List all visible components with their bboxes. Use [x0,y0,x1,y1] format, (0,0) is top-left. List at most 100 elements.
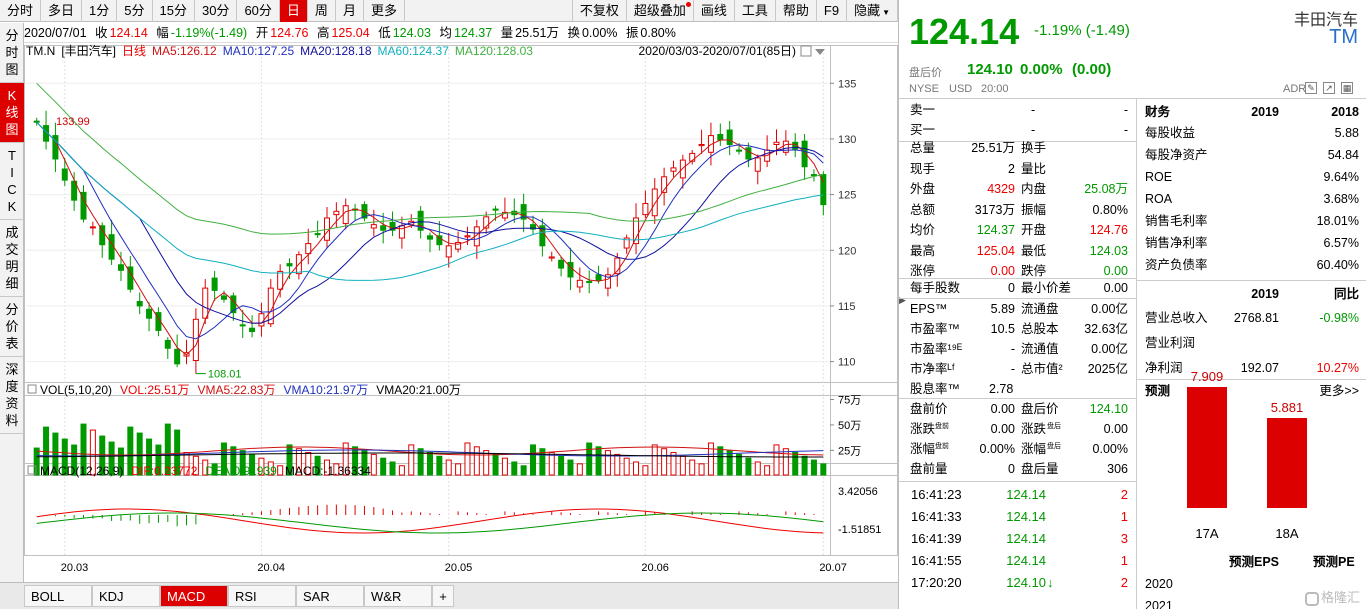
candle[interactable] [792,133,799,158]
forecast-more-link[interactable]: 更多>> [1319,384,1359,398]
candle[interactable] [71,172,78,211]
candle[interactable] [689,150,696,165]
candle[interactable] [501,197,508,222]
chevron-down-icon[interactable] [815,49,825,55]
candle[interactable] [614,252,621,287]
period-tab-9[interactable]: 月 [336,0,364,22]
vol-settings-icon[interactable] [27,384,37,394]
candle[interactable] [445,232,452,268]
candle[interactable] [464,226,471,246]
candle[interactable] [117,251,124,281]
view-tab-4[interactable]: 分价表 [0,297,24,357]
candle[interactable] [586,270,593,294]
candle[interactable] [380,212,387,244]
candle[interactable] [642,190,649,218]
indicator-tab-5[interactable]: W&R [364,585,432,607]
period-tab-3[interactable]: 5分 [117,0,153,22]
indicator-tab-3[interactable]: RSI [228,585,296,607]
view-tab-3[interactable]: 成交明细 [0,220,24,297]
candle[interactable] [754,154,761,185]
candles [33,110,827,374]
candle[interactable] [146,302,153,332]
candle[interactable] [810,169,817,182]
volume-bar [707,442,714,476]
candle[interactable] [314,220,321,239]
candle[interactable] [820,171,827,216]
candle[interactable] [89,221,96,236]
export-icon[interactable]: ↗ [1323,82,1335,94]
candle[interactable] [558,256,565,277]
candle[interactable] [436,221,443,251]
candle[interactable] [604,267,611,297]
toolbar-right-2[interactable]: 画线 [694,0,735,22]
candle[interactable] [576,267,583,293]
grid-icon[interactable]: ▦ [1341,82,1353,94]
indicator-tab-0[interactable]: BOLL [24,585,92,607]
period-tab-10[interactable]: 更多 [364,0,405,22]
candle[interactable] [679,154,686,189]
candle[interactable] [455,231,462,253]
period-tab-0[interactable]: 分时 [0,0,42,22]
candle[interactable] [249,315,256,338]
toolbar-right-6[interactable]: 隐藏 ▼ [847,0,898,22]
candle[interactable] [211,270,218,302]
view-tab-5[interactable]: 深度资料 [0,357,24,434]
candle[interactable] [417,206,424,239]
candle[interactable] [698,129,705,154]
period-tab-6[interactable]: 60分 [237,0,280,22]
stat-value: 32.63亿 [1084,322,1128,336]
stat-value: 306 [1107,462,1128,476]
candle[interactable] [548,251,555,262]
candle[interactable] [782,130,789,156]
candle[interactable] [801,134,808,180]
view-tab-0[interactable]: 分时图 [0,23,24,83]
candle[interactable] [726,120,733,156]
period-tab-4[interactable]: 15分 [153,0,195,22]
toolbar-right-4[interactable]: 帮助 [776,0,817,22]
candle-body [595,274,602,281]
period-tab-5[interactable]: 30分 [195,0,238,22]
add-indicator-button[interactable]: + [432,585,454,607]
candle[interactable] [745,142,752,168]
candle[interactable] [530,215,537,235]
candle[interactable] [174,334,181,368]
candle[interactable] [239,310,246,338]
candle[interactable] [623,234,630,254]
candle[interactable] [164,337,171,359]
period-tab-7[interactable]: 日 [279,0,308,22]
candle[interactable] [305,228,312,265]
toolbar-right-3[interactable]: 工具 [735,0,776,22]
collapse-arrow-icon[interactable]: ▶ [899,295,906,305]
kline-chart[interactable]: 135 130 125 120 115 110 TM.N [丰田汽车] 日线 MA5:126.12… [24,43,898,582]
candle[interactable] [43,110,50,150]
candle[interactable] [427,232,433,253]
edit-icon[interactable]: ✎ [1305,82,1317,94]
toolbar-right-0[interactable]: 不复权 [573,0,627,22]
candle[interactable] [333,202,340,228]
candle[interactable] [651,178,658,224]
candle[interactable] [52,122,59,173]
candle[interactable] [389,211,396,237]
period-tab-2[interactable]: 1分 [82,0,118,22]
candle[interactable] [539,218,546,257]
toolbar-right-1[interactable]: 超级叠加 [627,0,694,22]
indicator-tab-1[interactable]: KDJ [92,585,160,607]
period-tab-1[interactable]: 多日 [41,0,83,22]
candle[interactable] [61,158,68,186]
macd-settings-icon[interactable] [27,465,37,475]
indicator-tab-2[interactable]: MACD [160,585,228,607]
indicator-tab-4[interactable]: SAR [296,585,364,607]
candle[interactable] [633,203,640,255]
candle[interactable] [80,185,87,223]
candle[interactable] [202,279,209,324]
candle[interactable] [127,255,134,293]
candle[interactable] [670,160,677,178]
candle[interactable] [136,292,143,315]
settings-icon[interactable] [800,45,812,57]
toolbar-right-5[interactable]: F9 [817,0,848,22]
candle[interactable] [661,167,668,206]
candle[interactable] [99,222,106,258]
period-tab-8[interactable]: 周 [308,0,336,22]
